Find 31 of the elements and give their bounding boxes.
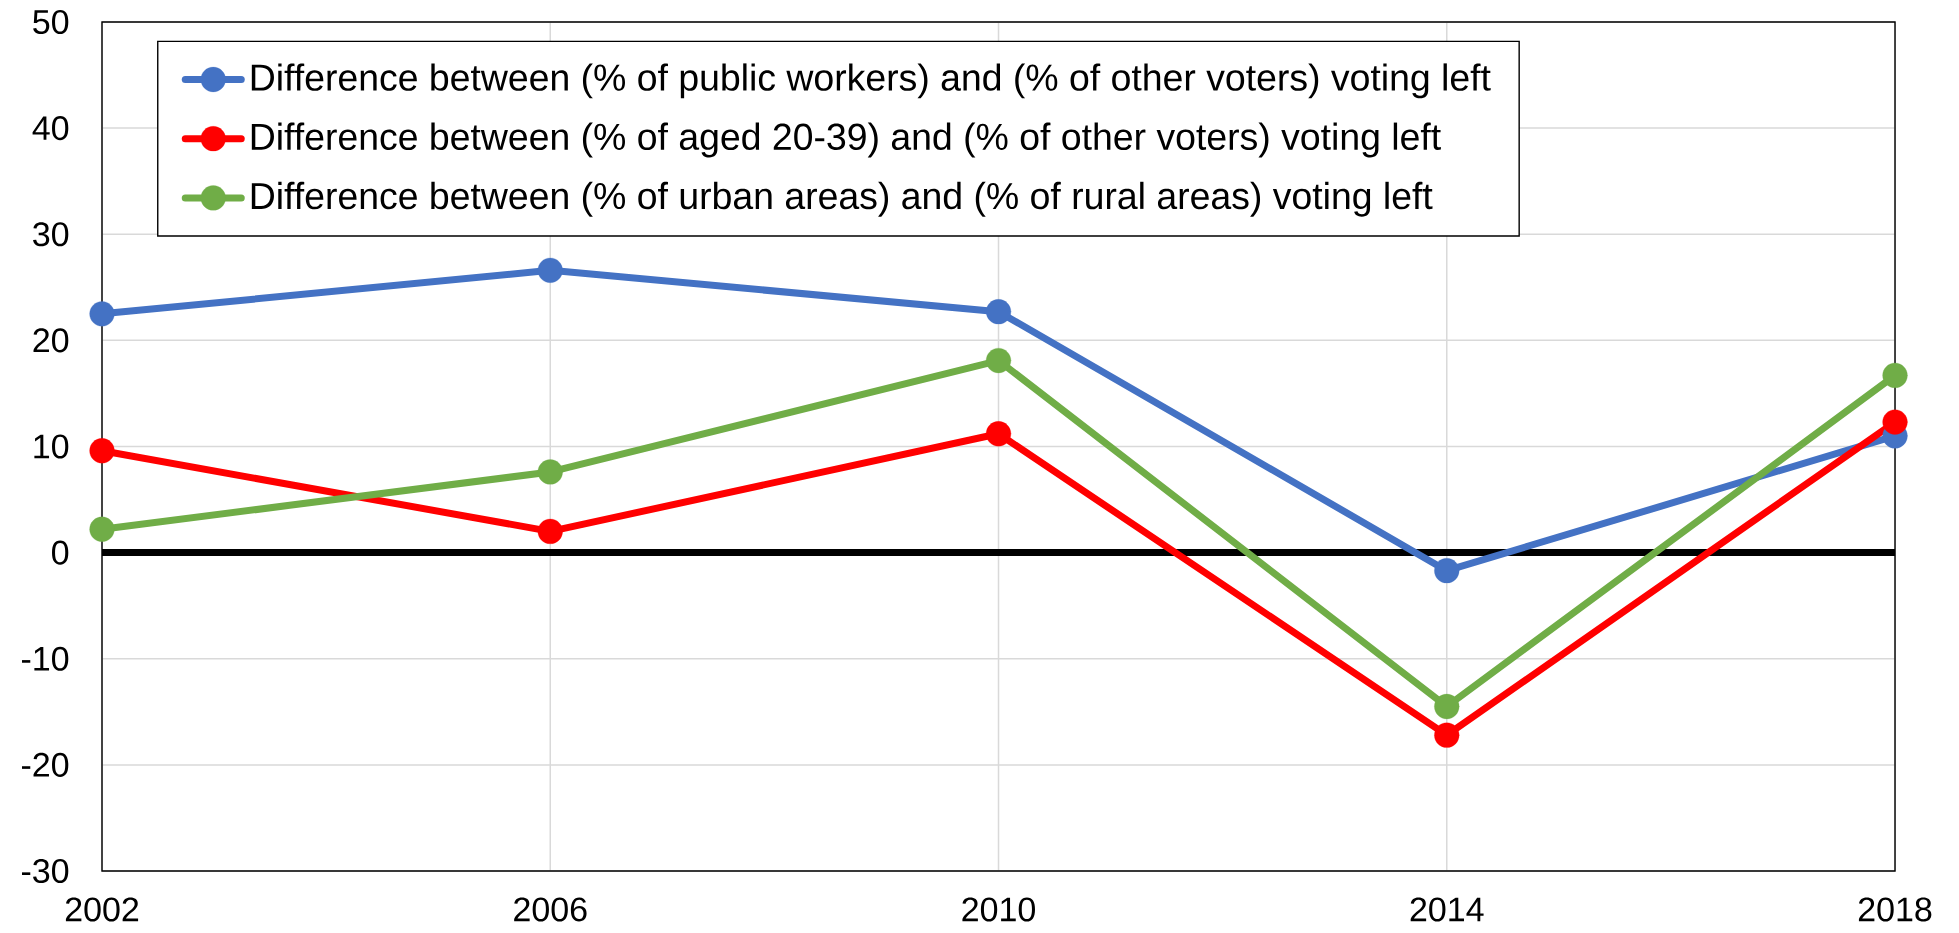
point — [1434, 722, 1460, 748]
point — [1434, 693, 1460, 720]
point — [89, 438, 115, 464]
point — [537, 459, 563, 485]
legend-label: Difference between (% of public workers) and (% of other voters) voting left — [251, 63, 1491, 99]
point — [537, 518, 563, 544]
x-tick-label: 2010 — [962, 897, 1035, 922]
x-tick-label: 2002 — [65, 897, 139, 922]
y-tick-label: -30 — [21, 858, 69, 884]
point — [537, 257, 563, 283]
y-tick-label: 20 — [33, 328, 69, 353]
y-tick-label: -10 — [21, 646, 69, 671]
x-tick-label: 2018 — [1858, 897, 1932, 922]
point — [1434, 558, 1460, 584]
legend-label: Difference between (% of aged 20-39) and (% of other voters) voting left — [251, 122, 1441, 158]
point — [985, 299, 1012, 325]
y-tick-label: 0 — [52, 540, 69, 565]
x-tick-label: 2006 — [514, 897, 587, 922]
point — [89, 301, 115, 327]
y-tick-label: 50 — [33, 9, 69, 35]
y-tick-label: -20 — [21, 752, 69, 777]
y-tick-label: 40 — [32, 116, 69, 141]
point — [1882, 362, 1908, 388]
legend-label: Difference between (% of urban areas) and (% of rural areas) voting left — [251, 181, 1433, 217]
y-tick-label: 10 — [34, 434, 69, 459]
y-tick-label: 30 — [33, 222, 69, 247]
point — [985, 348, 1012, 374]
point — [89, 516, 115, 542]
point — [985, 421, 1012, 447]
x-tick-label: 2014 — [1410, 897, 1484, 922]
point — [1882, 409, 1908, 435]
